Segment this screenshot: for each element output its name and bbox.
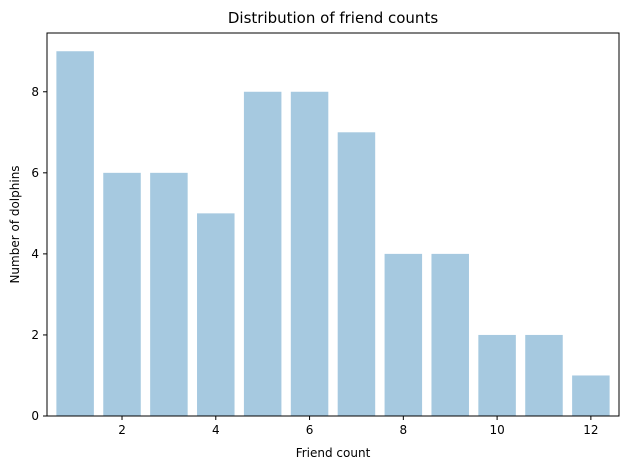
x-tick-label: 4 bbox=[212, 423, 220, 437]
y-axis-ticks: 0 2 4 6 8 bbox=[31, 85, 47, 423]
x-axis-label: Friend count bbox=[296, 446, 371, 460]
bar-9 bbox=[431, 253, 469, 416]
x-tick-label: 8 bbox=[400, 423, 408, 437]
y-tick-label: 8 bbox=[31, 85, 39, 99]
x-tick-label: 6 bbox=[306, 423, 314, 437]
bar-3 bbox=[150, 172, 188, 416]
y-axis-label: Number of dolphins bbox=[8, 165, 22, 283]
bar-6 bbox=[290, 91, 329, 416]
bar-1 bbox=[56, 51, 94, 416]
bar-5 bbox=[243, 91, 282, 416]
bar-12 bbox=[572, 375, 610, 416]
chart-title: Distribution of friend counts bbox=[228, 9, 438, 27]
plot-frame bbox=[46, 32, 620, 417]
y-tick-label: 0 bbox=[31, 409, 39, 423]
x-tick-label: 2 bbox=[118, 423, 126, 437]
bar-11 bbox=[525, 334, 563, 416]
bar-7 bbox=[337, 132, 376, 416]
y-tick-label: 6 bbox=[31, 166, 39, 180]
y-tick-label: 4 bbox=[31, 247, 39, 261]
y-tick-label: 2 bbox=[31, 328, 39, 342]
bar-10 bbox=[478, 334, 516, 416]
bar-2 bbox=[103, 172, 141, 416]
x-tick-label: 10 bbox=[489, 423, 504, 437]
bar-8 bbox=[384, 253, 423, 416]
bars-group bbox=[56, 51, 610, 416]
x-axis-ticks: 2 4 6 8 10 12 bbox=[118, 416, 599, 437]
bar-4 bbox=[197, 213, 235, 416]
x-tick-label: 12 bbox=[583, 423, 598, 437]
